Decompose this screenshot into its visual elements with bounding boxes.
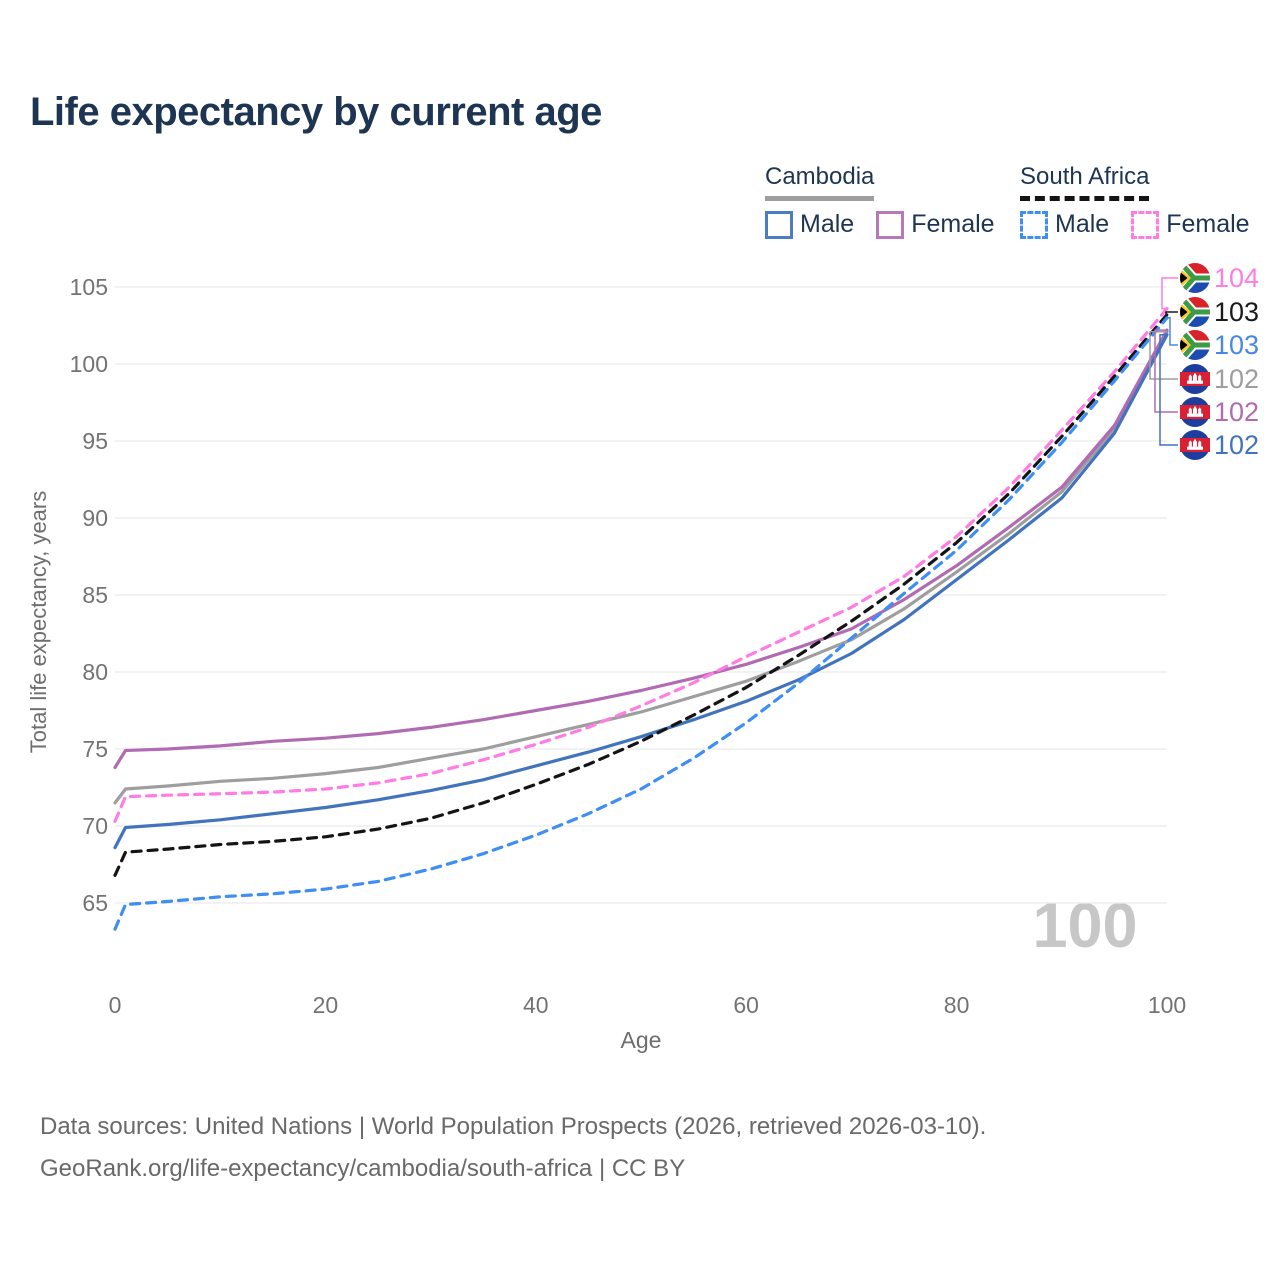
- series-line-sa-total[interactable]: [113, 313, 1169, 877]
- legend-swatch-cambodia-female[interactable]: [876, 210, 905, 239]
- series-line-kh-female[interactable]: [113, 328, 1169, 770]
- leader-line-sa-female: [1161, 277, 1178, 310]
- legend-swatch-south-africa-female[interactable]: [1131, 210, 1160, 239]
- leader-line-sa-total: [1165, 311, 1178, 316]
- series-line-kh-total[interactable]: [113, 330, 1169, 805]
- legend-swatch-south-africa-male[interactable]: [1020, 210, 1048, 239]
- end-value-label-sa-total: 103: [1214, 297, 1259, 327]
- legend-group-cambodia: Cambodia Male Female: [765, 163, 1017, 239]
- page-title: Life expectancy by current age: [30, 90, 602, 134]
- legend-swatch-cambodia-male[interactable]: [765, 210, 793, 239]
- y-tick-label-100: 100: [70, 351, 108, 377]
- end-value-label-sa-female: 104: [1214, 263, 1259, 293]
- leader-line-sa-male: [1167, 317, 1178, 346]
- attribution-line: GeoRank.org/life-expectancy/cambodia/sou…: [40, 1155, 686, 1182]
- y-tick-label-90: 90: [82, 505, 108, 531]
- x-tick-label-20: 20: [313, 992, 339, 1018]
- x-tick-label-80: 80: [944, 992, 970, 1018]
- south-africa-flag-icon: [1179, 295, 1211, 329]
- age-watermark: 100: [1032, 891, 1137, 961]
- y-tick-label-95: 95: [82, 428, 108, 454]
- south-africa-flag-icon: [1179, 261, 1211, 295]
- cambodia-flag-icon: [1180, 364, 1210, 394]
- end-value-label-kh-female: 102: [1214, 397, 1259, 427]
- end-value-label-kh-male: 102: [1214, 430, 1259, 460]
- leader-line-kh-total: [1149, 330, 1178, 380]
- x-axis-title: Age: [621, 1027, 662, 1053]
- x-tick-label-60: 60: [733, 992, 759, 1018]
- y-tick-label-80: 80: [82, 659, 108, 685]
- x-tick-label-100: 100: [1148, 992, 1186, 1018]
- legend-country-south-africa[interactable]: South Africa: [1020, 163, 1150, 201]
- legend-label-cambodia-male[interactable]: Male: [800, 210, 855, 238]
- y-tick-label-105: 105: [70, 274, 108, 300]
- series-line-kh-male[interactable]: [113, 333, 1169, 850]
- x-tick-label-0: 0: [109, 992, 122, 1018]
- source-footer: Data sources: United Nations | World Pop…: [40, 1106, 986, 1190]
- series-line-sa-male[interactable]: [113, 316, 1169, 931]
- y-axis-title: Total life expectancy, years: [26, 491, 51, 754]
- series-line-sa-female[interactable]: [113, 307, 1169, 823]
- data-sources-line: Data sources: United Nations | World Pop…: [40, 1113, 987, 1140]
- legend-group-south-africa: South Africa Male Female: [1020, 163, 1272, 239]
- legend-country-cambodia[interactable]: Cambodia: [765, 163, 875, 201]
- leader-line-kh-male: [1159, 333, 1178, 446]
- leader-line-kh-female: [1154, 329, 1178, 413]
- cambodia-flag-icon: [1180, 397, 1210, 427]
- y-tick-label-70: 70: [82, 813, 108, 839]
- y-tick-label-85: 85: [82, 582, 108, 608]
- y-tick-label-65: 65: [82, 890, 108, 916]
- y-tick-label-75: 75: [82, 736, 108, 762]
- south-africa-flag-icon: [1179, 328, 1211, 362]
- end-value-label-kh-total: 102: [1214, 364, 1259, 394]
- legend-label-cambodia-female[interactable]: Female: [911, 210, 995, 238]
- cambodia-flag-icon: [1180, 430, 1210, 460]
- end-value-label-sa-male: 103: [1214, 330, 1259, 360]
- x-tick-label-40: 40: [523, 992, 549, 1018]
- legend-label-south-africa-male[interactable]: Male: [1055, 210, 1110, 238]
- legend-label-south-africa-female[interactable]: Female: [1166, 210, 1250, 238]
